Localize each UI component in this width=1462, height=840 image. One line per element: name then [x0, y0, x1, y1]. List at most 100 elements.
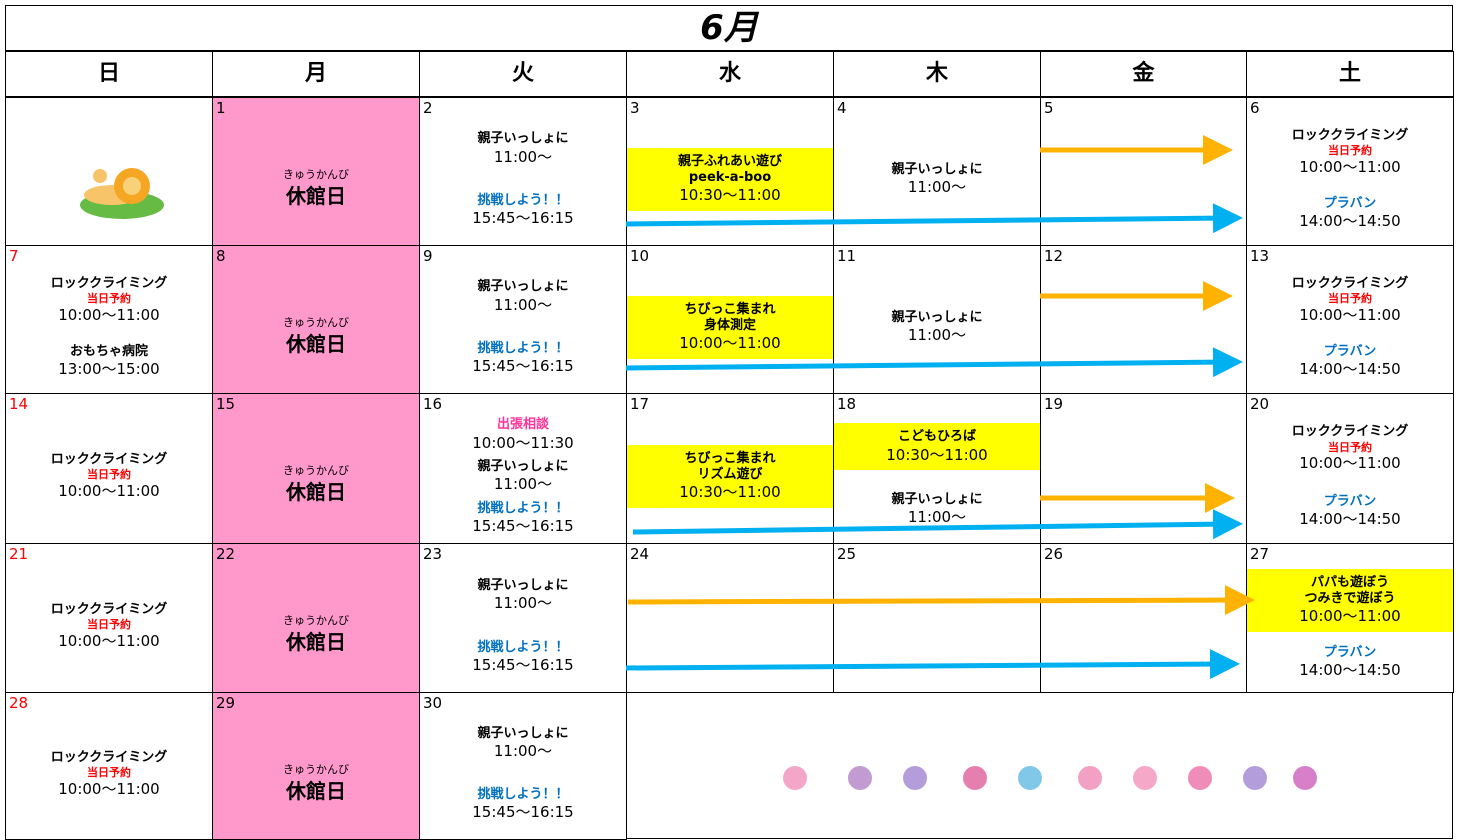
event: 親子いっしょに 11:00〜 [471, 575, 574, 616]
date-number: 13 [1250, 247, 1270, 265]
day-cell: 2 親子いっしょに 11:00〜 挑戦しよう！！ 15:45〜16:15 [419, 97, 627, 246]
event-name: おもちゃ病院 [69, 344, 148, 360]
event: 親子いっしょに 11:00〜 [885, 159, 988, 200]
event-time: 10:00〜11:00 [1299, 157, 1401, 176]
event: ちびっこ集まれ リズム遊び 10:30〜11:00 [627, 444, 833, 509]
event-list: 親子いっしょに 11:00〜 挑戦しよう！！ 15:45〜16:15 [420, 118, 626, 241]
event-list: ロッククライミング 当日予約 10:00〜11:00 [6, 414, 212, 539]
day-cell: 17 ちびっこ集まれ リズム遊び 10:30〜11:00 [626, 393, 834, 544]
event: ロッククライミング 当日予約 10:00〜11:00 [45, 449, 173, 504]
event-note: 当日予約 [86, 765, 131, 779]
event-time: 10:30〜11:00 [679, 186, 781, 205]
event: 挑戦しよう！！ 15:45〜16:15 [466, 338, 579, 379]
day-cell: 5 [1040, 97, 1247, 246]
event-name: ロッククライミング [1291, 127, 1409, 143]
weekday-header: 火 [419, 51, 627, 97]
event-time: 10:00〜11:00 [1299, 454, 1401, 473]
day-cell: 18 こどもひろば 10:30〜11:00 親子いっしょに 11:00〜 [833, 393, 1041, 544]
event-name: 親子いっしょに [891, 310, 983, 325]
event-time: 13:00〜15:00 [58, 360, 160, 379]
date-number: 19 [1044, 395, 1064, 413]
day-cell: 19 [1040, 393, 1247, 544]
date-number: 6 [1250, 99, 1260, 117]
event: ロッククライミング 当日予約 10:00〜11:00 [45, 747, 173, 802]
closed-label: 休館日 [286, 630, 346, 654]
event: 親子いっしょに 11:00〜 [885, 489, 988, 530]
day-cell: 3 親子ふれあい遊び peek-a-boo 10:30〜11:00 [626, 97, 834, 246]
day-cell: 13 ロッククライミング 当日予約 10:00〜11:00 プラバン 14:00〜14:5… [1246, 245, 1454, 394]
event-name: プラバン [1323, 493, 1377, 509]
closed-label: 休館日 [286, 184, 346, 208]
date-number: 18 [837, 395, 857, 413]
day-cell: 16 出張相談 10:00〜11:30 親子いっしょに 11:00〜 挑戦しよう！！ 15:… [419, 393, 627, 544]
closed-label: 休館日 [286, 480, 346, 504]
event-time: 10:00〜11:00 [1299, 305, 1401, 324]
event: 親子いっしょに 11:00〜 [885, 307, 988, 348]
event: プラバン 14:00〜14:50 [1293, 642, 1406, 683]
date-number: 26 [1044, 545, 1064, 563]
weekday-header: 水 [626, 51, 834, 97]
day-cell: 23 親子いっしょに 11:00〜 挑戦しよう！！ 15:45〜16:15 [419, 543, 627, 693]
day-cell: 14 ロッククライミング 当日予約 10:00〜11:00 [5, 393, 213, 544]
event-time: 11:00〜 [493, 295, 553, 314]
day-cell: 27 パパも遊ぼう つみきで遊ぼう 10:00〜11:00 プラバン 14:00〜14:5… [1246, 543, 1454, 693]
event-time: 15:45〜16:15 [472, 655, 574, 674]
day-cell: 15 きゅうかんび 休館日 [212, 393, 420, 544]
day-cell: 1 きゅうかんび休館日 [212, 97, 420, 246]
day-cell: 24 [626, 543, 834, 693]
empty-cell [626, 692, 1453, 839]
event: プラバン 14:00〜14:50 [1293, 193, 1406, 234]
event: 親子いっしょに 11:00〜 [471, 723, 574, 764]
event: プラバン 14:00〜14:50 [1293, 341, 1406, 382]
event-name: 親子いっしょに [477, 577, 569, 593]
event: 親子いっしょに 11:00〜 [471, 128, 574, 169]
event-time: 11:00〜 [493, 147, 553, 166]
event-name: ロッククライミング [50, 601, 168, 617]
day-cell: 10 ちびっこ集まれ 身体測定 10:00〜11:00 [626, 245, 834, 394]
event-time: 11:00〜 [493, 475, 553, 494]
closed-ruby: きゅうかんび [283, 614, 349, 627]
event-list: 親子いっしょに 11:00〜 挑戦しよう！！ 15:45〜16:15 [420, 266, 626, 389]
event-time: 14:00〜14:50 [1299, 509, 1401, 528]
event-time: 10:30〜11:00 [886, 445, 988, 464]
event-name: 親子いっしょに [477, 726, 569, 741]
event: 挑戦しよう！！ 15:45〜16:15 [466, 498, 579, 539]
event-list: ロッククライミング 当日予約 10:00〜11:00 プラバン 14:00〜14:50 [1247, 118, 1453, 241]
event-list: ロッククライミング 当日予約 10:00〜11:00 [6, 713, 212, 835]
event-list: 親子いっしょに 11:00〜 [834, 118, 1040, 241]
event-time: 14:00〜14:50 [1299, 661, 1401, 680]
empty-cell [5, 97, 213, 246]
closed-ruby: きゅうかんび [283, 763, 349, 776]
event-time: 14:00〜14:50 [1299, 212, 1401, 231]
event-name: ちびっこ集まれ [684, 450, 776, 466]
date-number: 27 [1250, 545, 1270, 563]
day-cell: 9 親子いっしょに 11:00〜 挑戦しよう！！ 15:45〜16:15 [419, 245, 627, 394]
date-number: 20 [1250, 395, 1270, 413]
date-number: 1 [216, 99, 226, 117]
date-number: 8 [216, 247, 226, 265]
day-cell: 22 きゅうかんび 休館日 [212, 543, 420, 693]
date-number: 10 [630, 247, 650, 265]
day-cell: 7 ロッククライミング 当日予約 10:00〜11:00 おもちゃ病院 13:00〜15:… [5, 245, 213, 394]
event: 親子いっしょに 11:00〜 [471, 276, 574, 317]
closed-label: 休館日 [286, 779, 346, 803]
event-name: 親子いっしょに [477, 458, 569, 474]
event-time: 10:00〜11:00 [1299, 607, 1401, 626]
day-cell: 8 きゅうかんび 休館日 [212, 245, 420, 394]
date-number: 2 [423, 99, 433, 117]
event-name: 挑戦しよう！！ [477, 500, 569, 516]
event-list: ロッククライミング 当日予約 10:00〜11:00 プラバン 14:00〜14:50 [1247, 266, 1453, 389]
event-time: 11:00〜 [907, 508, 967, 526]
event-list: 親子いっしょに 11:00〜 [834, 266, 1040, 389]
event-list: ロッククライミング 当日予約 10:00〜11:00 プラバン 14:00〜14:50 [1247, 414, 1453, 539]
event-time: 10:00〜11:00 [58, 779, 160, 798]
date-number: 16 [423, 395, 443, 413]
event-time: 10:00〜11:00 [58, 305, 160, 324]
event: ロッククライミング 当日予約 10:00〜11:00 [1286, 273, 1414, 328]
date-number: 7 [9, 247, 19, 265]
closed-ruby: きゅうかんび [283, 168, 349, 181]
event-note: 当日予約 [1327, 440, 1372, 454]
event: ロッククライミング 当日予約 10:00〜11:00 [45, 599, 173, 654]
date-number: 23 [423, 545, 443, 563]
date-number: 12 [1044, 247, 1064, 265]
